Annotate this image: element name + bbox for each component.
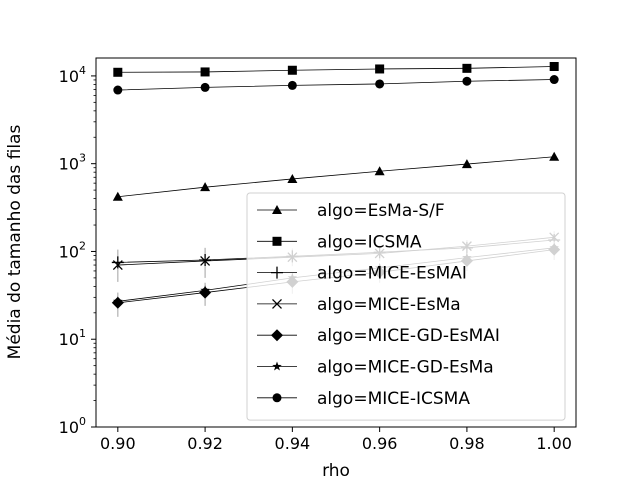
legend-marker — [271, 329, 283, 342]
y-tick-label: 102 — [59, 239, 86, 261]
data-point — [200, 285, 210, 295]
legend-marker — [272, 236, 282, 246]
series-line — [117, 79, 555, 91]
data-point — [111, 256, 124, 269]
axes-layer: 0.90 0.92 0.94 0.96 0.98 1.00 100 101 102 103 104 — [59, 64, 572, 453]
legend-entry: algo=MICE-GD-EsMAI — [257, 326, 500, 346]
y-tick-label: 104 — [59, 64, 86, 86]
legend-label: algo=MICE-EsMAI — [317, 264, 467, 284]
legend-marker — [272, 393, 282, 403]
data-point — [287, 65, 297, 75]
data-point — [462, 63, 472, 73]
data-point — [112, 191, 123, 201]
x-axis-label: rho — [322, 461, 350, 480]
x-tick-label: 0.96 — [362, 434, 398, 453]
legend-label: algo=ICSMA — [317, 232, 422, 252]
legend-label: algo=MICE-EsMa — [317, 295, 461, 315]
data-point — [200, 82, 210, 92]
data-point — [462, 76, 472, 86]
legend-label: algo=MICE-GD-EsMAI — [317, 326, 500, 346]
legend-entry: algo=MICE-EsMa — [257, 295, 461, 315]
data-point — [549, 151, 560, 161]
plot-frame — [95, 57, 577, 428]
data-point — [113, 67, 123, 77]
y-tick-label: 100 — [59, 415, 86, 437]
data-point — [113, 296, 123, 306]
legend-entry: algo=MICE-GD-EsMa — [257, 358, 494, 378]
y-tick-label: 103 — [59, 152, 86, 174]
legend-marker — [272, 205, 282, 214]
data-point — [375, 79, 385, 89]
legend-label: algo=EsMa-S/F — [317, 201, 445, 221]
data-point — [112, 260, 123, 271]
legend-entry: algo=ICSMA — [257, 232, 422, 252]
legend-marker — [272, 361, 282, 371]
data-point — [287, 80, 297, 90]
data-point — [287, 173, 298, 183]
x-tick-label: 0.98 — [449, 434, 485, 453]
y-tick-label: 101 — [59, 327, 86, 349]
legend-entry: algo=MICE-EsMAI — [257, 264, 467, 284]
x-tick-label: 0.92 — [187, 434, 223, 453]
data-point — [461, 159, 472, 169]
series-0 — [112, 151, 560, 201]
data-point — [199, 253, 212, 266]
legend-entry: algo=EsMa-S/F — [257, 201, 445, 221]
series-line — [117, 156, 555, 198]
y-axis-label: Média do tamanho das filas — [5, 125, 25, 360]
data-point — [200, 182, 211, 192]
legend-entry: algo=MICE-ICSMA — [257, 389, 470, 409]
legend-label: algo=MICE-ICSMA — [317, 389, 470, 409]
x-tick-label: 1.00 — [536, 434, 572, 453]
legend-marker — [272, 298, 282, 309]
series-line — [117, 66, 555, 73]
legend-box — [246, 192, 566, 421]
data-point — [200, 67, 210, 77]
data-point — [374, 166, 385, 176]
x-tick-label: 0.94 — [275, 434, 311, 453]
series-6 — [113, 75, 559, 95]
data-point — [549, 62, 559, 72]
data-point — [113, 85, 123, 95]
data-point — [375, 64, 385, 74]
data-point — [200, 255, 211, 266]
legend-marker — [271, 266, 283, 279]
data-point — [549, 75, 559, 85]
legend-label: algo=MICE-GD-EsMa — [317, 358, 494, 378]
x-tick-label: 0.90 — [100, 434, 136, 453]
series-1 — [113, 62, 559, 77]
legend: algo=EsMa-S/F algo=ICSMA algo=MICE-EsMAI al… — [246, 192, 566, 421]
